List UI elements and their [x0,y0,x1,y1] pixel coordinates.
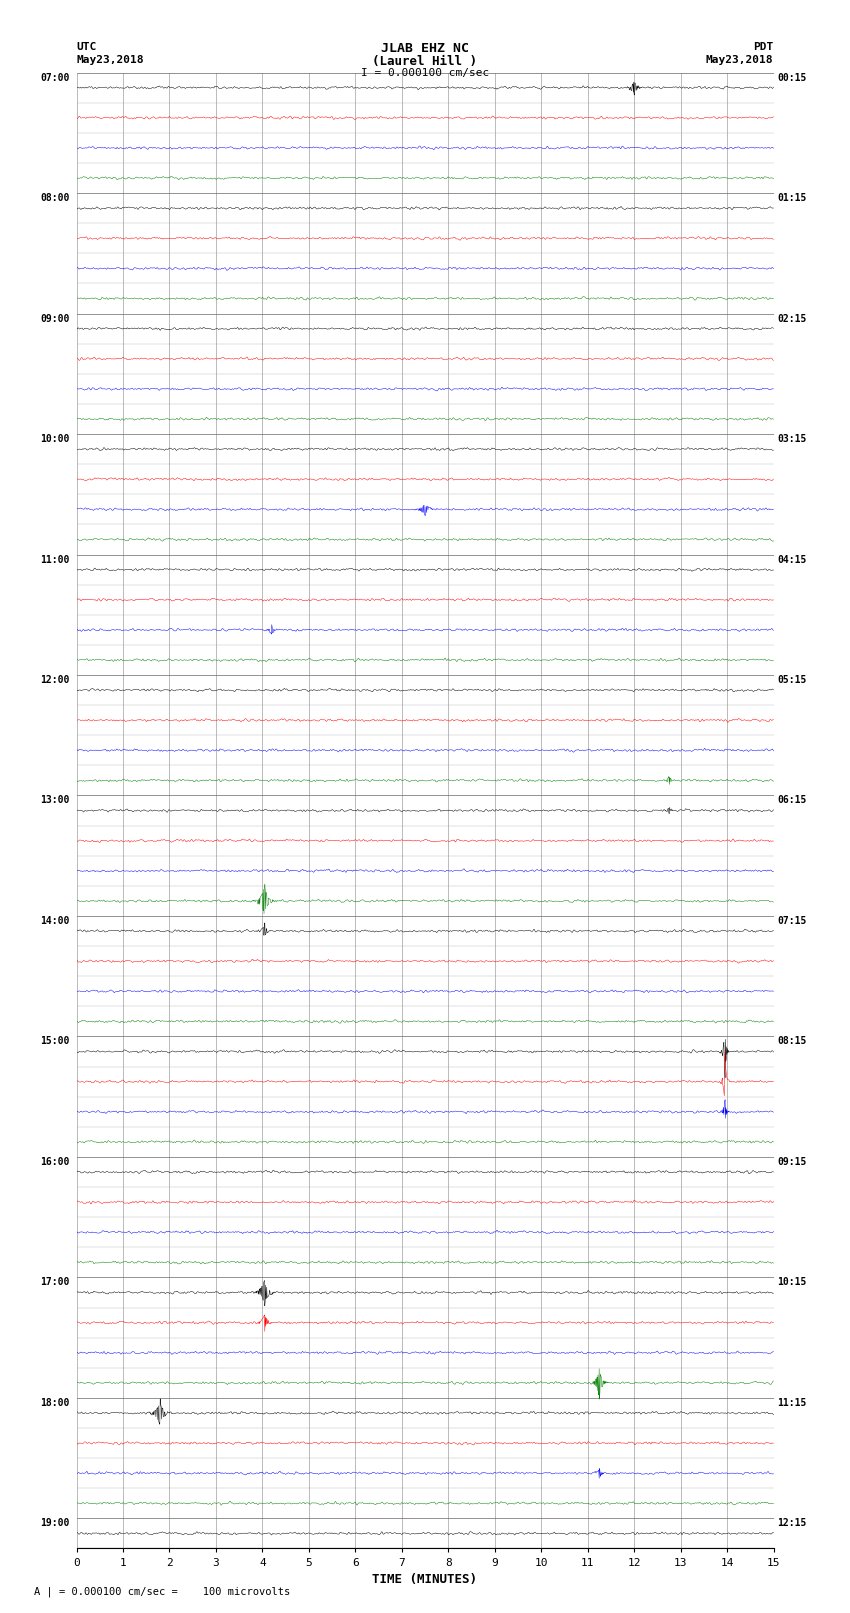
Text: 17:00: 17:00 [40,1277,70,1287]
Text: 10:15: 10:15 [777,1277,807,1287]
Text: A | = 0.000100 cm/sec =    100 microvolts: A | = 0.000100 cm/sec = 100 microvolts [34,1586,290,1597]
Text: 13:00: 13:00 [40,795,70,805]
Text: 19:00: 19:00 [40,1518,70,1529]
Text: 12:00: 12:00 [40,674,70,686]
Text: 15:00: 15:00 [40,1037,70,1047]
Text: 08:15: 08:15 [777,1037,807,1047]
Text: 03:15: 03:15 [777,434,807,444]
Text: 16:00: 16:00 [40,1157,70,1166]
Text: (Laurel Hill ): (Laurel Hill ) [372,55,478,68]
Text: 11:15: 11:15 [777,1398,807,1408]
Text: 05:15: 05:15 [777,674,807,686]
Text: 14:00: 14:00 [40,916,70,926]
Text: 10:00: 10:00 [40,434,70,444]
Text: 11:00: 11:00 [40,555,70,565]
Text: May23,2018: May23,2018 [706,55,774,65]
Text: 08:00: 08:00 [40,194,70,203]
Text: 09:15: 09:15 [777,1157,807,1166]
Text: 18:00: 18:00 [40,1398,70,1408]
Text: 09:00: 09:00 [40,313,70,324]
Text: 12:15: 12:15 [777,1518,807,1529]
Text: PDT: PDT [753,42,774,52]
Text: May23,2018: May23,2018 [76,55,144,65]
Text: I = 0.000100 cm/sec: I = 0.000100 cm/sec [361,68,489,77]
Text: UTC: UTC [76,42,97,52]
Text: 04:15: 04:15 [777,555,807,565]
Text: JLAB EHZ NC: JLAB EHZ NC [381,42,469,55]
Text: 06:15: 06:15 [777,795,807,805]
Text: 07:15: 07:15 [777,916,807,926]
Text: 07:00: 07:00 [40,73,70,82]
X-axis label: TIME (MINUTES): TIME (MINUTES) [372,1573,478,1586]
Text: 01:15: 01:15 [777,194,807,203]
Text: 00:15: 00:15 [777,73,807,82]
Text: 02:15: 02:15 [777,313,807,324]
